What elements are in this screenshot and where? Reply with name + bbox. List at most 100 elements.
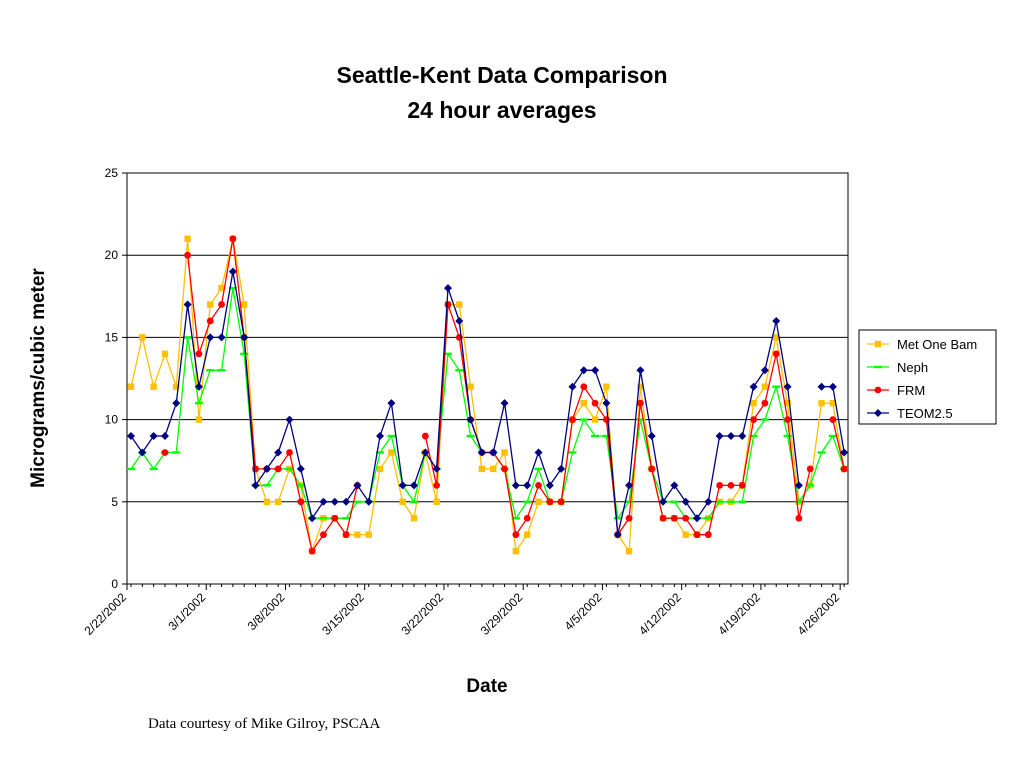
data-point	[569, 416, 576, 423]
data-point	[716, 481, 724, 489]
data-point	[139, 334, 146, 341]
data-point	[704, 531, 712, 539]
data-point	[286, 449, 293, 456]
data-point	[625, 514, 633, 522]
data-point	[603, 416, 610, 423]
data-point	[274, 448, 283, 457]
data-point	[353, 500, 362, 503]
series-line	[130, 270, 845, 536]
data-point	[783, 382, 792, 391]
legend-item: Met One Bam	[867, 337, 977, 352]
data-point	[817, 382, 826, 391]
data-point	[761, 383, 769, 390]
legend-marker	[874, 340, 882, 348]
data-point	[625, 547, 633, 555]
x-tick-label: 3/22/2002	[398, 590, 446, 638]
data-point	[240, 352, 249, 356]
data-point	[217, 369, 226, 372]
legend-marker	[874, 386, 882, 394]
legend-item: Neph	[867, 360, 928, 375]
data-point	[252, 465, 259, 473]
legend-marker	[874, 409, 882, 417]
data-point	[636, 366, 645, 375]
data-point	[580, 383, 588, 391]
data-point	[738, 500, 747, 503]
gridlines	[127, 254, 848, 503]
x-axis-title: Date	[466, 676, 507, 697]
x-tick-label: 3/1/2002	[165, 590, 208, 633]
data-point	[353, 481, 362, 490]
data-point	[387, 434, 396, 438]
data-point	[738, 432, 747, 441]
data-point	[704, 497, 713, 506]
data-point	[285, 415, 294, 424]
data-point	[149, 432, 158, 441]
data-point	[726, 432, 735, 441]
data-point	[715, 500, 724, 503]
data-point	[534, 467, 543, 471]
data-point	[274, 498, 282, 505]
data-point	[127, 467, 135, 471]
legend-item: FRM	[867, 383, 925, 398]
data-point	[432, 464, 441, 473]
x-tick-label: 3/8/2002	[245, 590, 288, 633]
data-point	[783, 434, 792, 438]
data-point	[443, 352, 452, 356]
chart-title: Seattle-Kent Data Comparison 24 hour ave…	[0, 58, 1004, 128]
data-point	[455, 369, 464, 372]
data-point	[184, 251, 192, 259]
data-point	[602, 399, 611, 408]
y-tick-label: 5	[111, 495, 118, 509]
data-point	[727, 481, 735, 489]
source-note: Data courtesy of Mike Gilroy, PSCAA	[148, 716, 381, 732]
data-point	[388, 449, 395, 456]
series-frm	[161, 235, 848, 555]
data-point	[410, 481, 418, 490]
chart-title-line1: Seattle-Kent Data Comparison	[336, 62, 668, 88]
series-teom2-5	[127, 267, 849, 539]
data-point	[456, 301, 463, 308]
data-point	[161, 350, 169, 358]
data-point	[364, 497, 373, 506]
data-point	[579, 418, 588, 421]
legend-label: FRM	[897, 383, 925, 398]
data-point	[319, 497, 328, 506]
data-point	[342, 531, 350, 539]
data-point	[546, 498, 554, 506]
data-point	[443, 284, 452, 293]
data-point	[512, 547, 520, 555]
data-point	[127, 432, 135, 441]
data-point	[330, 497, 339, 506]
data-point	[183, 336, 192, 339]
data-point	[194, 382, 203, 391]
axes: 0 5 10 15 20 25 2/22/2002 3/1/2002 3/8/2002 3/15/…	[81, 166, 845, 638]
data-point	[455, 316, 464, 325]
legend-marker	[874, 365, 882, 369]
x-tick-label: 3/29/2002	[478, 590, 526, 638]
data-point	[670, 481, 679, 490]
data-point	[806, 465, 814, 473]
legend: Met One Bam Neph FRM TEOM2.5	[858, 329, 997, 425]
data-point	[818, 399, 825, 407]
data-point	[365, 531, 372, 538]
data-point	[591, 434, 600, 438]
data-point	[693, 531, 701, 539]
data-point	[262, 484, 271, 487]
data-point	[750, 399, 757, 407]
data-point	[433, 498, 440, 505]
data-point	[501, 465, 508, 473]
data-point	[297, 498, 305, 506]
x-tick-label: 4/19/2002	[715, 590, 763, 638]
data-point	[523, 481, 532, 490]
x-tick-label: 4/12/2002	[636, 590, 684, 638]
data-point	[320, 531, 327, 539]
data-point	[444, 301, 452, 308]
data-point	[568, 382, 577, 391]
y-tick-label: 0	[111, 577, 118, 591]
data-point	[637, 399, 644, 407]
data-point	[308, 547, 316, 555]
data-point	[490, 465, 497, 473]
data-point	[806, 484, 815, 487]
data-point	[648, 465, 656, 473]
data-point	[784, 416, 791, 423]
